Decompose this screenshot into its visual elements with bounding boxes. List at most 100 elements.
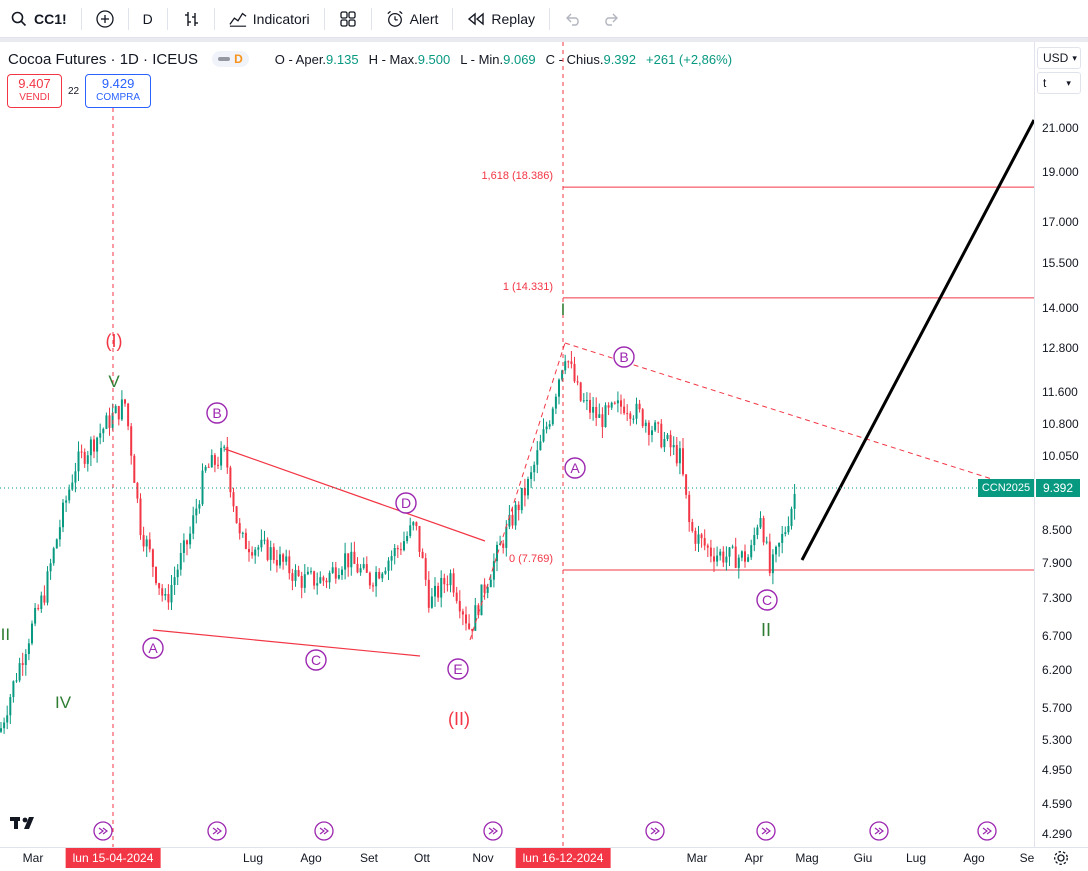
wave-label-iv: IV (55, 693, 72, 712)
candle-body (644, 422, 647, 427)
divider (127, 7, 129, 30)
candle-body (291, 573, 294, 581)
spread-value: 22 (68, 85, 80, 97)
price-chart[interactable]: 1,618 (18.386) 1 (14.331) 0 (7.769) (I) (II… (0, 42, 1034, 847)
candle-body (80, 451, 83, 453)
candle-body (173, 577, 176, 585)
candle-body (65, 500, 68, 503)
unit-select[interactable]: t ▾ (1037, 72, 1081, 94)
candle-body (322, 577, 325, 581)
buy-button[interactable]: 9.429 COMPRA (85, 74, 152, 108)
candle-body (189, 533, 192, 545)
fib-levels: 1,618 (18.386) 1 (14.331) 0 (7.769) (481, 170, 1034, 571)
alert-label: Alert (409, 10, 439, 27)
wave-dashed-line (469, 342, 566, 641)
candle-body (409, 525, 412, 536)
wave-label-v: V (108, 372, 120, 391)
candle-body (675, 445, 678, 464)
candle-body (99, 433, 102, 438)
candle-body (480, 584, 483, 616)
indicators-button[interactable]: Indicatori (219, 0, 320, 38)
compare-button[interactable] (86, 0, 124, 38)
drawings (0, 42, 1034, 847)
candle-body (716, 555, 719, 562)
candle-body (285, 556, 288, 562)
candle-body (210, 455, 213, 468)
high-item: H - Max.9.500 (368, 51, 451, 67)
candle-body (310, 571, 312, 573)
wave-circle-label: E (453, 661, 462, 677)
candle-body (384, 570, 387, 574)
sell-button[interactable]: 9.407 VENDI (7, 74, 62, 108)
candle-body (768, 541, 771, 574)
candle-body (762, 518, 765, 543)
candle-body (179, 552, 182, 570)
event-marker-arrow (761, 827, 771, 835)
candle-body (223, 446, 226, 448)
candle-body (251, 552, 254, 556)
candle-body (688, 494, 691, 523)
candle-body (461, 611, 464, 615)
close-item: C - Chius.9.392 (545, 51, 637, 67)
price-tick-label: 10.050 (1042, 448, 1079, 463)
symbol-search[interactable]: CC1! (0, 0, 77, 38)
data-status-pill[interactable]: D (212, 51, 249, 67)
candle-body (421, 551, 424, 559)
wave-circle (142, 637, 164, 659)
interval-button[interactable]: D (133, 0, 163, 38)
candle-body (192, 515, 195, 534)
candle-body (452, 573, 455, 593)
candle-body (269, 547, 272, 560)
candle-body (554, 396, 557, 409)
price-tick-label: 12.800 (1042, 341, 1079, 356)
candle-body (663, 439, 666, 448)
plus-circle-icon (96, 9, 114, 28)
candle-body (220, 447, 223, 466)
date-tick-label: Ott (413, 851, 431, 865)
candle-body (396, 547, 399, 550)
alert-button[interactable]: Alert (376, 0, 449, 38)
event-marker-arrow (98, 827, 108, 835)
candle-body (697, 534, 700, 544)
divider (452, 7, 454, 30)
candle-body (114, 406, 117, 414)
candle-body (55, 539, 58, 549)
candle-body (595, 406, 598, 418)
chevron-down-icon: ▾ (1066, 77, 1071, 88)
candle-body (598, 414, 601, 418)
candle-body (15, 680, 18, 682)
candle-body (744, 551, 746, 562)
candle-body (83, 452, 86, 464)
candle-body (434, 585, 436, 597)
candle-body (71, 482, 74, 490)
candle-body (89, 439, 92, 456)
candle-body (77, 451, 80, 472)
wave-label-big-ii: (II) (448, 709, 470, 729)
candle-body (607, 405, 610, 408)
indicators-icon (229, 10, 247, 28)
undo-button[interactable] (554, 0, 592, 38)
candle-body (465, 614, 467, 624)
candle-body (127, 403, 130, 427)
candle-body (570, 361, 573, 364)
layouts-button[interactable] (329, 0, 367, 38)
candle-body (725, 556, 728, 563)
legend-title: Cocoa Futures · 1D · ICEUS (8, 50, 199, 68)
chart-type-button[interactable] (172, 0, 210, 38)
replay-button[interactable]: Replay (457, 0, 545, 38)
candle-body (37, 607, 40, 609)
candle-body (96, 437, 99, 452)
candle-body (489, 579, 492, 588)
divider (323, 7, 325, 30)
date-tick-label: Ago (300, 851, 322, 865)
candle-body (229, 467, 232, 493)
currency-select[interactable]: USD ▾ (1037, 47, 1081, 69)
redo-button[interactable] (592, 0, 630, 38)
price-axis[interactable] (1034, 42, 1088, 847)
settings-gear-icon[interactable] (1053, 850, 1069, 871)
date-tick-label: Mar (686, 851, 708, 865)
price-tick-label: 7.300 (1042, 590, 1073, 605)
wave-circle (305, 649, 327, 671)
candle-body (102, 428, 105, 434)
wave-circle-label: C (311, 652, 321, 668)
